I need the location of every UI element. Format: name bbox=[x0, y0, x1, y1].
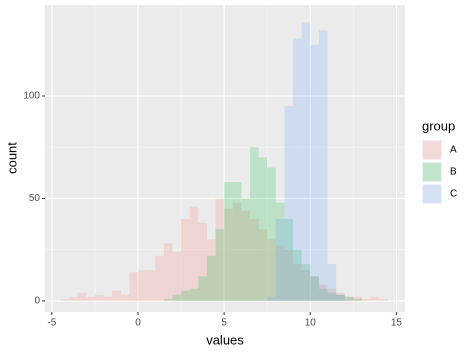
histogram-bar bbox=[318, 30, 328, 301]
legend: group ABC bbox=[422, 118, 457, 204]
y-tick-label: 0 bbox=[34, 296, 40, 307]
histogram-bar bbox=[215, 198, 225, 301]
histogram-bar bbox=[206, 255, 216, 301]
x-tick-label: 15 bbox=[391, 318, 403, 329]
legend-label: B bbox=[450, 167, 457, 178]
histogram-bar bbox=[336, 294, 345, 301]
histogram-bar bbox=[344, 296, 354, 301]
axes: -5 0 5 10 15 0 50 100 bbox=[23, 91, 402, 329]
histogram-bar bbox=[327, 292, 337, 301]
histogram-bar bbox=[344, 296, 354, 301]
histogram-bar bbox=[129, 272, 139, 301]
legend-key-bg bbox=[422, 184, 442, 204]
histogram-bar bbox=[112, 290, 121, 301]
histogram-bar bbox=[301, 264, 311, 301]
y-axis-label: count bbox=[4, 142, 19, 174]
histogram-bar bbox=[77, 292, 87, 301]
histogram-bar bbox=[138, 270, 147, 301]
histogram-bar bbox=[327, 288, 337, 301]
legend-key-bg bbox=[422, 140, 442, 160]
histogram-bar bbox=[86, 296, 95, 301]
histogram-bar bbox=[327, 264, 337, 301]
histogram-bar bbox=[310, 276, 319, 301]
histogram-bar bbox=[310, 44, 319, 301]
legend-key-bg bbox=[422, 162, 442, 182]
histogram-bar bbox=[361, 298, 371, 301]
histogram-bar bbox=[318, 288, 328, 301]
histogram-bar bbox=[267, 239, 276, 301]
legend-key bbox=[423, 185, 441, 203]
histogram-bar bbox=[379, 298, 388, 301]
histogram-bar bbox=[258, 229, 268, 301]
histogram-bar bbox=[232, 182, 242, 301]
histogram-bar bbox=[258, 157, 268, 301]
histogram-bar bbox=[284, 106, 294, 301]
histogram-bar bbox=[267, 167, 276, 301]
histogram-bar bbox=[353, 296, 362, 301]
histogram-bar bbox=[249, 147, 259, 301]
histogram-bar bbox=[249, 218, 259, 301]
histogram-bar bbox=[232, 202, 242, 301]
histogram-bar bbox=[301, 270, 311, 301]
legend-key bbox=[423, 163, 441, 181]
histogram-bar bbox=[336, 292, 345, 301]
histogram-bar bbox=[284, 218, 294, 301]
histogram-bar bbox=[189, 288, 199, 301]
histogram-bar bbox=[189, 206, 199, 301]
histogram-bar bbox=[241, 198, 250, 301]
histogram-bar bbox=[293, 38, 302, 301]
x-axis-label: values bbox=[206, 332, 244, 347]
histogram-bar bbox=[353, 298, 362, 301]
histogram-bar bbox=[318, 284, 328, 301]
x-tick-label: 0 bbox=[135, 318, 141, 329]
histogram-bar bbox=[146, 270, 156, 301]
y-tick-label: 50 bbox=[29, 193, 41, 204]
x-tick-label: -5 bbox=[47, 318, 56, 329]
x-tick-label: 5 bbox=[221, 318, 227, 329]
grid bbox=[45, 5, 405, 312]
legend-title: group bbox=[422, 118, 455, 133]
histogram-bar bbox=[301, 22, 311, 301]
histogram-bar bbox=[103, 296, 113, 301]
histogram-bar bbox=[69, 296, 78, 301]
histogram-bar bbox=[94, 294, 104, 301]
histogram-bar bbox=[370, 296, 380, 301]
legend-key bbox=[423, 141, 441, 159]
histogram-bar bbox=[215, 229, 225, 301]
x-tick-label: 10 bbox=[305, 318, 317, 329]
histogram-bar bbox=[181, 290, 190, 301]
histogram-bar bbox=[275, 218, 285, 301]
histogram-bar bbox=[163, 243, 173, 301]
histogram-bar bbox=[172, 294, 182, 301]
histogram-bar bbox=[293, 264, 302, 301]
legend-label: A bbox=[450, 145, 457, 156]
bars bbox=[60, 22, 388, 301]
histogram-bar bbox=[275, 245, 285, 301]
histogram-bar bbox=[198, 223, 207, 301]
histogram-bar bbox=[224, 208, 233, 301]
histogram-bar bbox=[60, 298, 70, 301]
histogram-bar bbox=[310, 276, 319, 301]
histogram-bar bbox=[293, 249, 302, 301]
panel bbox=[45, 5, 405, 312]
histogram-bar bbox=[163, 298, 173, 301]
histogram-bar bbox=[275, 202, 285, 301]
histogram-bar bbox=[284, 249, 294, 301]
histogram-bar bbox=[241, 210, 250, 301]
histogram-bar bbox=[206, 239, 216, 301]
histogram-bar bbox=[172, 251, 182, 301]
histogram-bar bbox=[198, 276, 207, 301]
histogram-bar bbox=[120, 294, 130, 301]
y-tick-label: 100 bbox=[23, 91, 40, 102]
histogram-bar bbox=[224, 182, 233, 301]
histogram-bar bbox=[181, 218, 190, 301]
histogram-bar bbox=[336, 294, 345, 301]
histogram-bar bbox=[155, 255, 164, 301]
histogram-bar bbox=[267, 296, 276, 301]
legend-label: C bbox=[450, 189, 457, 200]
